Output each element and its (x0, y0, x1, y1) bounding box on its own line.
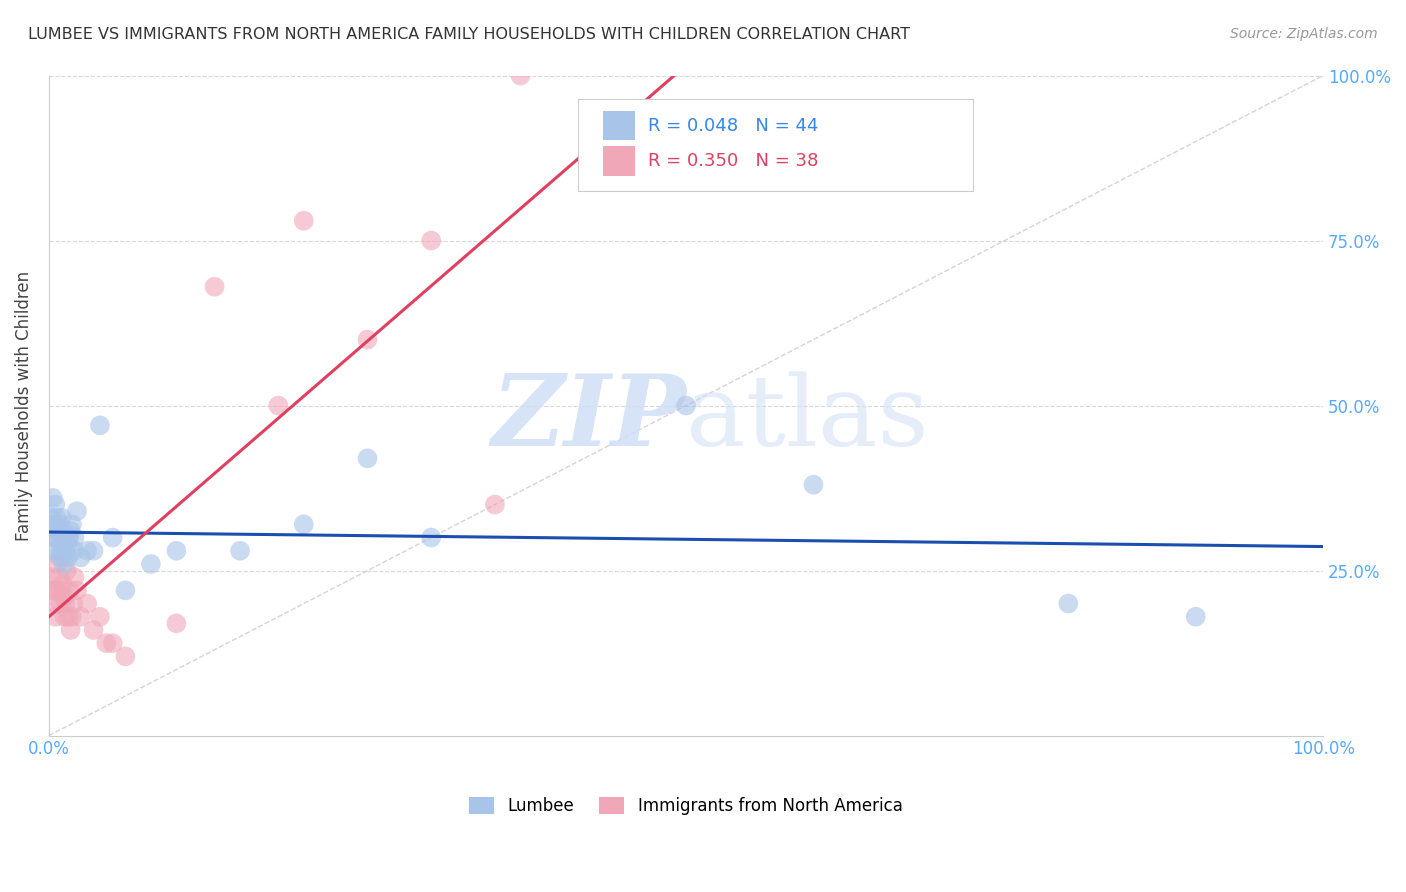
Point (48, 517, 70, 532)
Point (101, 531, 124, 545)
Point (89, 609, 111, 624)
Point (114, 649, 136, 664)
Point (356, 451, 378, 466)
Point (267, 399, 290, 413)
Point (44, 597, 66, 611)
Point (675, 399, 697, 413)
Point (53, 531, 76, 545)
Text: Source: ZipAtlas.com: Source: ZipAtlas.com (1230, 27, 1378, 41)
Point (484, 498, 506, 512)
Point (58, 531, 80, 545)
Point (55, 543, 77, 558)
Point (52, 576, 75, 591)
Point (56, 550, 79, 565)
Point (49, 597, 72, 611)
Point (41, 583, 63, 598)
Point (45, 531, 67, 545)
Point (49, 531, 72, 545)
Point (56, 564, 79, 578)
Point (60, 517, 83, 532)
Point (51, 583, 73, 598)
Point (52, 524, 75, 538)
Point (165, 543, 187, 558)
Point (66, 504, 89, 518)
Point (44, 543, 66, 558)
Legend: Lumbee, Immigrants from North America: Lumbee, Immigrants from North America (463, 790, 910, 822)
Point (89, 418, 111, 433)
Point (69, 550, 91, 565)
Point (96, 636, 118, 650)
Point (42, 491, 65, 505)
Point (62, 597, 84, 611)
Point (48, 550, 70, 565)
Point (83, 623, 105, 637)
Point (1057, 597, 1080, 611)
Point (292, 213, 315, 227)
Point (42, 517, 65, 532)
Point (44, 609, 66, 624)
Text: R = 0.048   N = 44: R = 0.048 N = 44 (648, 117, 818, 135)
Point (45, 510, 67, 524)
Point (49, 543, 72, 558)
Point (229, 543, 252, 558)
Point (63, 543, 86, 558)
FancyBboxPatch shape (578, 99, 973, 191)
Point (46, 583, 69, 598)
Point (69, 609, 91, 624)
Point (41, 510, 63, 524)
Point (48, 570, 70, 584)
Text: atlas: atlas (686, 371, 929, 467)
Point (58, 583, 80, 598)
Point (803, 477, 825, 491)
Point (76, 543, 98, 558)
Point (292, 517, 315, 532)
Point (420, 234, 443, 248)
FancyBboxPatch shape (603, 146, 636, 176)
Point (76, 597, 98, 611)
Point (51, 550, 73, 565)
Point (56, 609, 79, 624)
Point (42, 570, 65, 584)
Text: R = 0.350   N = 38: R = 0.350 N = 38 (648, 153, 818, 170)
Point (51, 537, 73, 551)
Point (42, 531, 65, 545)
Point (56, 537, 79, 551)
Point (60, 609, 83, 624)
Point (509, 69, 531, 83)
Point (1184, 609, 1206, 624)
Point (53, 609, 76, 624)
Point (356, 333, 378, 347)
Point (165, 616, 187, 631)
Point (63, 531, 86, 545)
Point (55, 597, 77, 611)
Point (53, 590, 76, 604)
Point (139, 557, 162, 571)
FancyBboxPatch shape (603, 111, 636, 140)
Point (420, 531, 443, 545)
Point (46, 524, 69, 538)
Point (101, 636, 124, 650)
Point (45, 557, 67, 571)
Point (66, 583, 89, 598)
Point (63, 570, 86, 584)
Point (59, 524, 82, 538)
Point (204, 279, 226, 293)
Point (42, 583, 65, 598)
Point (59, 623, 82, 637)
Y-axis label: Family Households with Children: Family Households with Children (15, 270, 32, 541)
Point (51, 510, 73, 524)
Point (83, 543, 105, 558)
Point (56, 531, 79, 545)
Text: ZIP: ZIP (491, 370, 686, 467)
Point (44, 498, 66, 512)
Point (114, 583, 136, 598)
Point (53, 557, 76, 571)
Text: LUMBEE VS IMMIGRANTS FROM NORTH AMERICA FAMILY HOUSEHOLDS WITH CHILDREN CORRELAT: LUMBEE VS IMMIGRANTS FROM NORTH AMERICA … (28, 27, 910, 42)
